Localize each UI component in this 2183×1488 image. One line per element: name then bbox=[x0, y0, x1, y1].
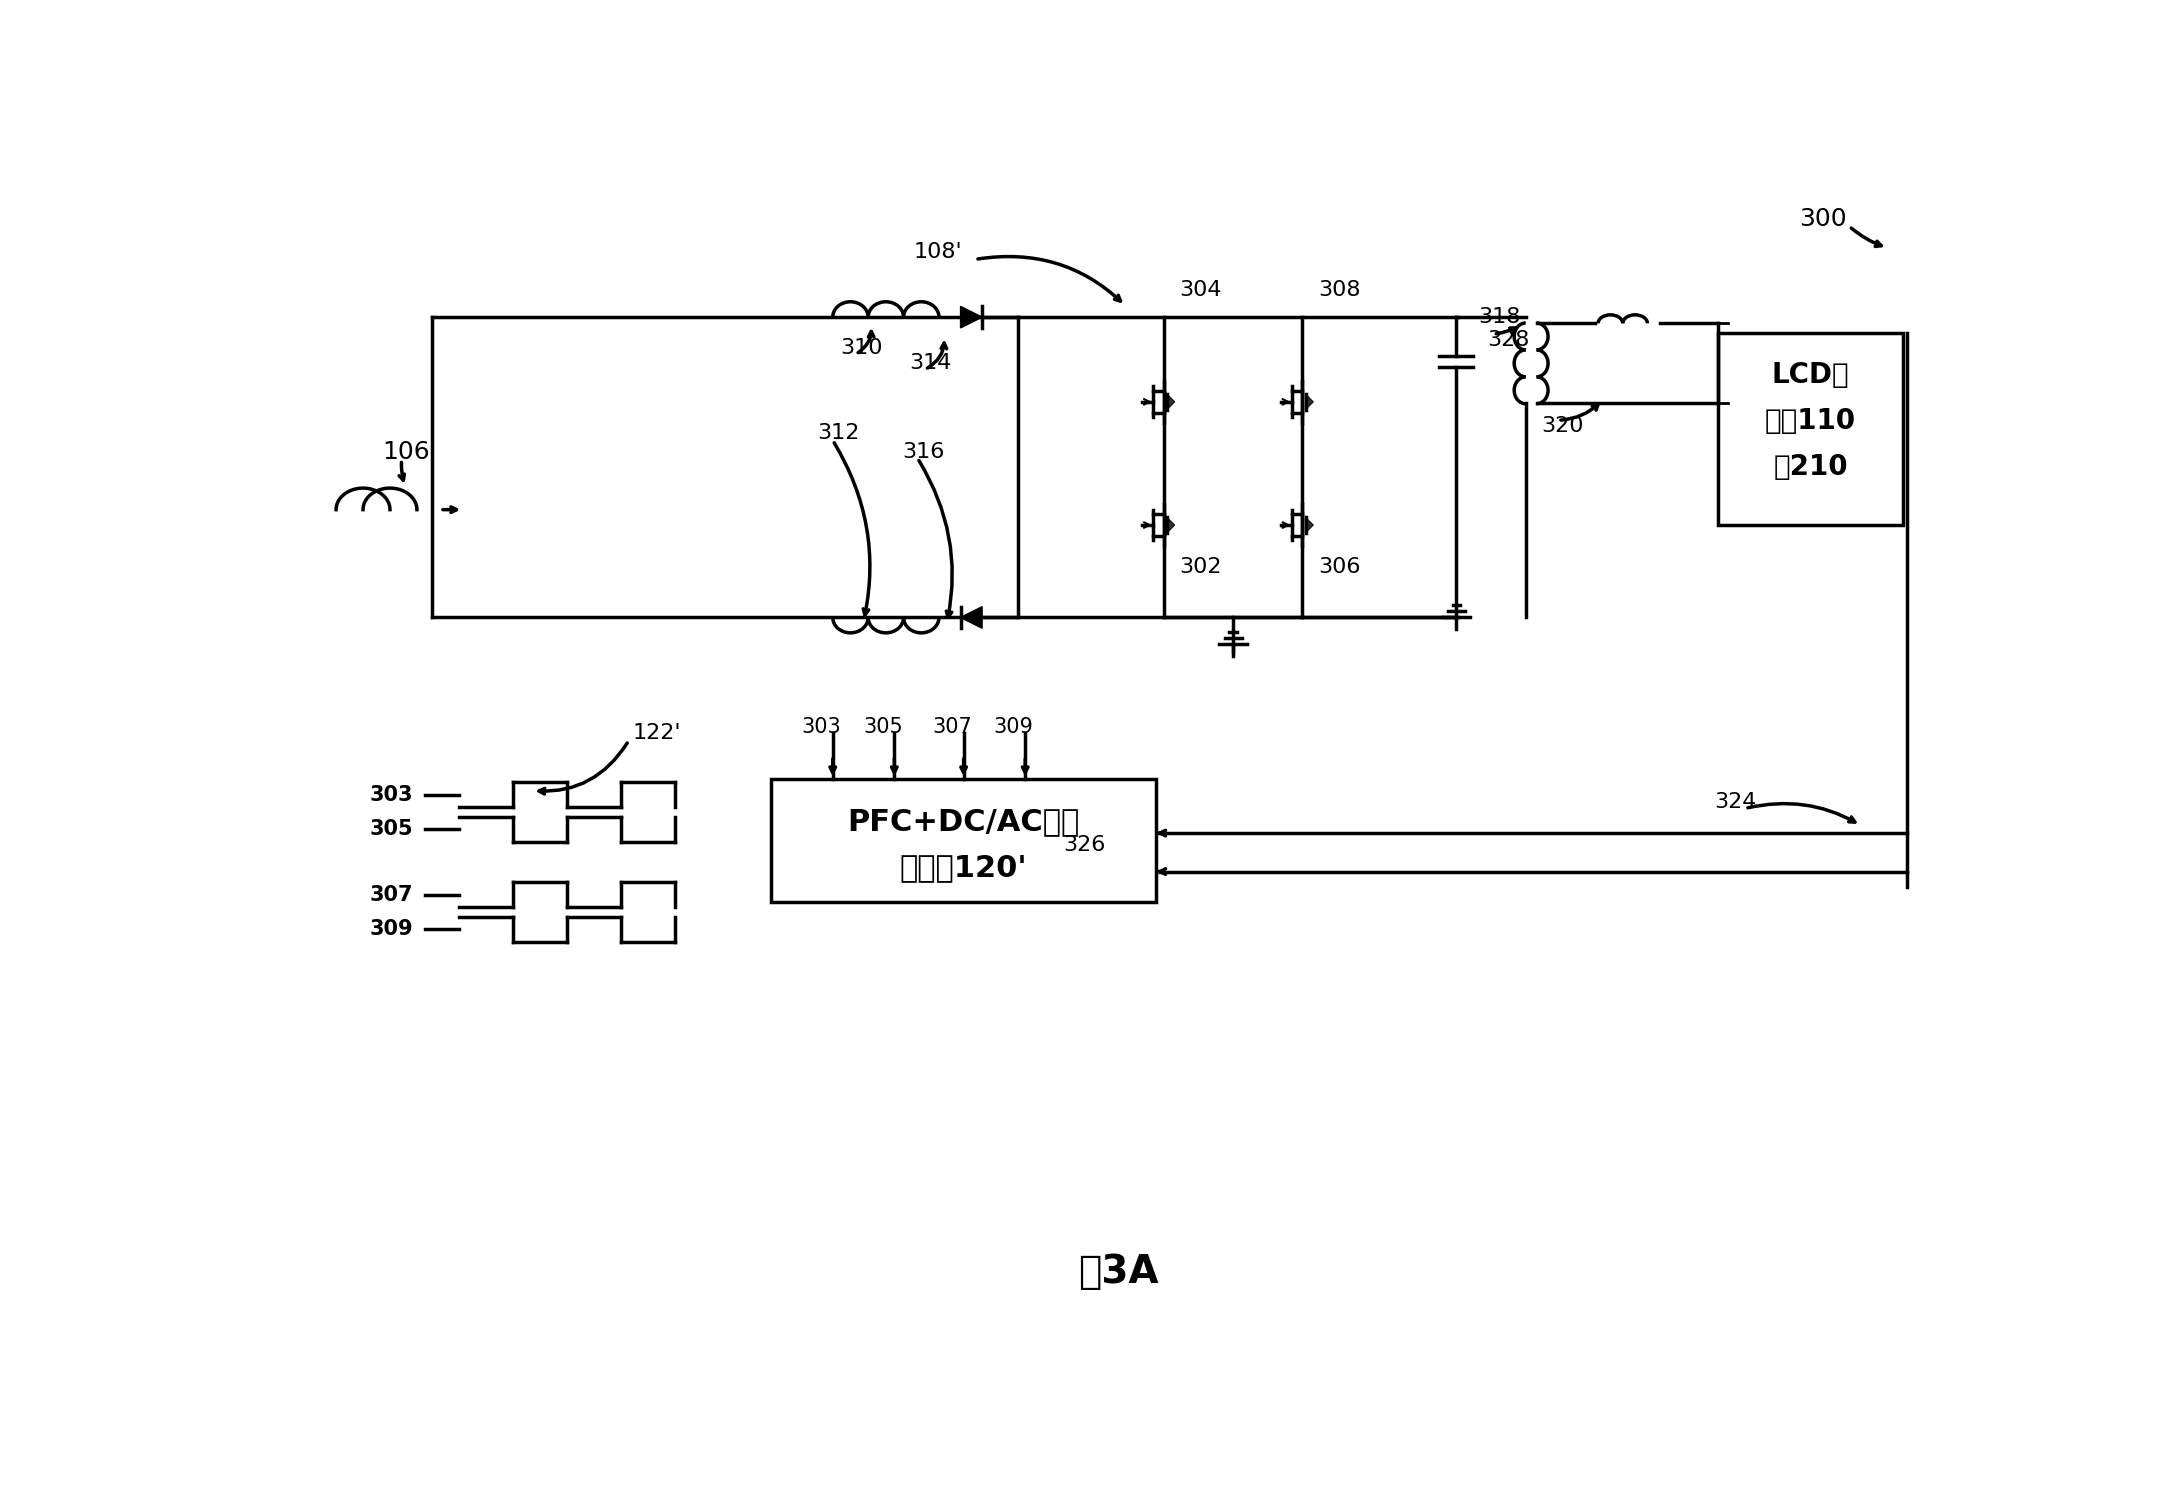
Text: 307: 307 bbox=[932, 717, 971, 737]
Text: 316: 316 bbox=[902, 442, 945, 461]
Bar bbox=[1718, 332, 1904, 525]
Text: PFC+DC/AC逆变: PFC+DC/AC逆变 bbox=[847, 806, 1081, 836]
Text: 示屏110: 示屏110 bbox=[1766, 408, 1856, 434]
Text: 108': 108' bbox=[912, 241, 963, 262]
Text: 309: 309 bbox=[369, 920, 413, 939]
Polygon shape bbox=[961, 607, 982, 628]
Text: 328: 328 bbox=[1487, 330, 1530, 350]
Text: 302: 302 bbox=[1179, 558, 1222, 577]
Text: 324: 324 bbox=[1714, 792, 1757, 812]
Text: 312: 312 bbox=[816, 423, 860, 442]
Text: 122': 122' bbox=[633, 723, 681, 743]
Text: 306: 306 bbox=[1319, 558, 1360, 577]
Text: 309: 309 bbox=[993, 717, 1033, 737]
Text: 308: 308 bbox=[1319, 280, 1360, 301]
Text: 310: 310 bbox=[840, 338, 882, 359]
Text: 303: 303 bbox=[369, 784, 413, 805]
Text: 314: 314 bbox=[910, 353, 952, 373]
Text: 305: 305 bbox=[369, 820, 413, 839]
Bar bbox=[771, 780, 1157, 902]
Text: 控制器120': 控制器120' bbox=[899, 853, 1028, 882]
Polygon shape bbox=[1305, 394, 1314, 409]
Text: 318: 318 bbox=[1478, 307, 1519, 327]
Text: 320: 320 bbox=[1541, 417, 1583, 436]
Text: LCD显: LCD显 bbox=[1773, 362, 1849, 388]
Polygon shape bbox=[961, 307, 982, 327]
Text: 326: 326 bbox=[1063, 835, 1107, 854]
Polygon shape bbox=[1168, 518, 1174, 533]
Text: 304: 304 bbox=[1179, 280, 1222, 301]
Text: 图3A: 图3A bbox=[1078, 1253, 1159, 1292]
Polygon shape bbox=[1305, 518, 1314, 533]
Text: 305: 305 bbox=[862, 717, 902, 737]
Text: 303: 303 bbox=[801, 717, 840, 737]
Text: 307: 307 bbox=[369, 885, 413, 905]
Text: 106: 106 bbox=[382, 440, 430, 464]
Polygon shape bbox=[1168, 394, 1174, 409]
Text: 或210: 或210 bbox=[1773, 454, 1849, 481]
Text: 300: 300 bbox=[1799, 207, 1847, 231]
